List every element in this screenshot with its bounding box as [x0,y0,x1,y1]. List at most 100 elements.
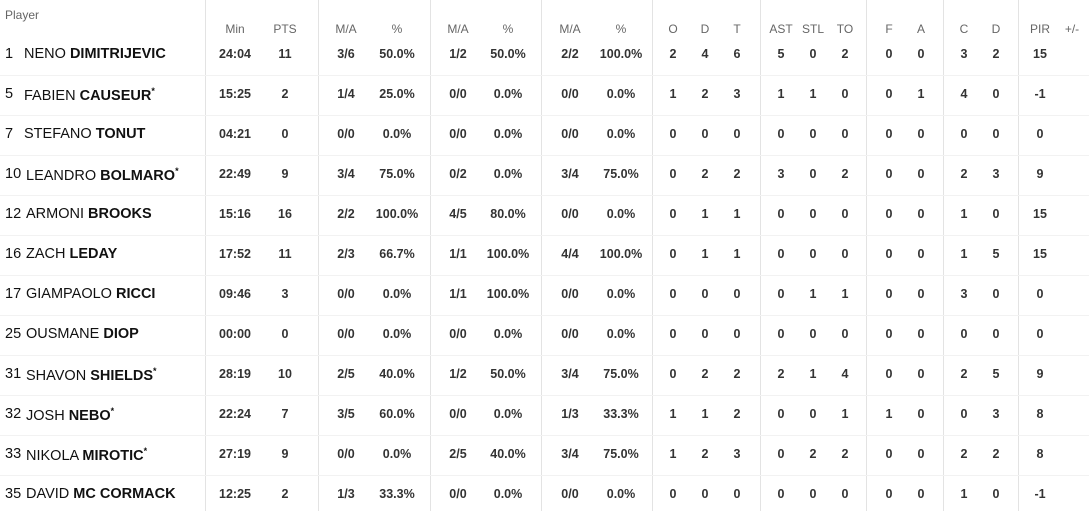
stat-cell: 0 [960,327,968,341]
last-name: BOLMARO [100,167,176,184]
stat-cell: 0 [669,327,677,341]
player-number: 1 [5,46,14,62]
stat-cell: 100.0% [486,247,530,261]
stat-cell: 7 [281,407,289,421]
stat-cell: 1 [669,87,677,101]
stat-cell: 2 [701,447,709,461]
stat-cell: 75.0% [603,447,639,461]
stat-cell: 0 [917,207,925,221]
stat-cell: 75.0% [603,367,639,381]
player-name: FABIEN CAUSEUR* [24,86,155,104]
stat-cell: 0 [669,167,677,181]
stat-cell: 3/4 [561,367,579,381]
stat-cell: 1 [841,287,849,301]
stat-cell: 0.0% [493,167,523,181]
stat-cell: 0 [701,327,709,341]
stat-cell: 0 [992,487,1000,501]
stat-cell: 4 [960,87,968,101]
stat-cell: 0 [809,47,817,61]
stat-cell: 100.0% [599,247,643,261]
stat-cell: 0 [841,327,849,341]
stat-cell: 0 [917,447,925,461]
stat-cell: 1/4 [337,87,355,101]
column-header: Min [225,22,245,36]
column-divider [318,0,319,511]
stat-cell: 11 [278,47,292,61]
column-header: AST [769,22,793,36]
stat-cell: 0.0% [382,327,412,341]
stat-cell: 1 [733,207,741,221]
stat-cell: 0 [992,287,1000,301]
stat-cell: 3/5 [337,407,355,421]
column-divider [1018,0,1019,511]
stat-cell: 2/2 [337,207,355,221]
stat-cell: 0 [992,87,1000,101]
stat-cell: 3/6 [337,47,355,61]
stat-cell: 0 [701,287,709,301]
stat-cell: 8 [1036,407,1044,421]
first-name: ZACH [26,246,66,262]
stat-cell: 0 [809,167,817,181]
stat-cell: 0/0 [449,487,467,501]
stat-cell: 2/5 [449,447,467,461]
stat-cell: 0 [1036,327,1044,341]
stat-cell: 0/0 [337,127,355,141]
column-divider [866,0,867,511]
stat-cell: 0 [777,287,785,301]
stat-cell: 3 [281,287,289,301]
row-divider [0,195,1089,196]
last-name: RICCI [115,286,156,302]
stat-cell: 3/4 [561,447,579,461]
row-divider [0,115,1089,116]
stat-cell: 0 [992,207,1000,221]
stat-cell: 2 [960,167,968,181]
stat-cell: 0 [885,367,893,381]
stat-cell: 3/4 [337,167,355,181]
stat-cell: 12:25 [219,487,251,501]
stat-cell: 4/5 [449,207,467,221]
last-name: DIMITRIJEVIC [69,46,166,62]
stat-cell: 0 [885,447,893,461]
stat-cell: 2 [281,87,289,101]
stat-cell: 0 [960,407,968,421]
player-number: 5 [5,86,14,102]
stat-cell: 0 [809,247,817,261]
stat-cell: 0 [669,247,677,261]
last-name: CAUSEUR [79,87,152,104]
player-number: 25 [5,326,22,342]
stat-cell: 15 [1033,247,1047,261]
stat-cell: 9 [1036,167,1044,181]
stat-cell: 0.0% [606,287,636,301]
stat-cell: 0/0 [337,447,355,461]
stat-cell: 2 [841,447,849,461]
stat-cell: 28:19 [219,367,251,381]
column-divider [430,0,431,511]
stat-cell: 80.0% [490,207,526,221]
stat-cell: 09:46 [219,287,251,301]
last-name: NEBO [68,407,111,424]
stat-cell: 0 [885,167,893,181]
stat-cell: 0 [809,207,817,221]
stat-cell: 0/0 [561,207,579,221]
stat-cell: 0/0 [449,87,467,101]
stat-cell: 0 [960,127,968,141]
stat-cell: 0 [809,407,817,421]
stat-cell: 9 [281,167,289,181]
stat-cell: 2 [701,87,709,101]
stat-cell: 2 [733,167,741,181]
stat-cell: 0 [777,327,785,341]
last-name: TONUT [95,126,146,142]
last-name: LEDAY [69,246,118,262]
stat-cell: -1 [1034,487,1046,501]
stat-cell: 1 [917,87,925,101]
stat-cell: 0 [733,127,741,141]
stat-cell: 4 [701,47,709,61]
starter-mark: * [151,86,155,96]
stat-cell: 0/2 [449,167,467,181]
player-number: 35 [5,486,22,502]
stat-cell: 0 [669,487,677,501]
last-name: DIOP [103,326,139,342]
row-divider [0,155,1089,156]
stat-cell: 0.0% [606,87,636,101]
stat-cell: 60.0% [379,407,415,421]
